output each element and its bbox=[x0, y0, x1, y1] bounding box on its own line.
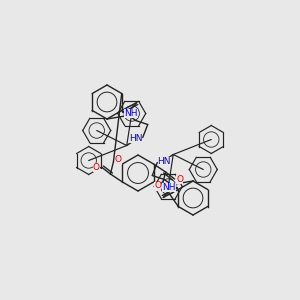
Text: HN: HN bbox=[158, 157, 171, 166]
Text: O: O bbox=[115, 155, 122, 164]
Text: O: O bbox=[176, 175, 183, 184]
Text: HN: HN bbox=[129, 134, 142, 143]
Text: NH: NH bbox=[162, 182, 176, 191]
Text: NH: NH bbox=[124, 109, 138, 118]
Text: O: O bbox=[154, 182, 161, 190]
Text: O: O bbox=[93, 163, 100, 172]
